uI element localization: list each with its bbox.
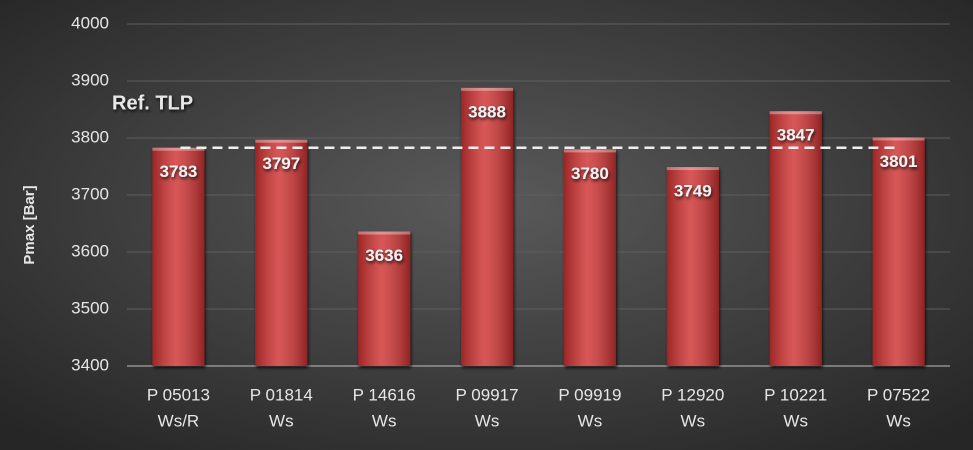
x-tick-label: P 09919 <box>558 385 621 404</box>
bar-top <box>769 111 822 115</box>
y-tick-label: 3400 <box>71 355 109 374</box>
x-tick-label: P 07522 <box>867 385 930 404</box>
bar-shine <box>563 149 616 366</box>
bar-top <box>563 149 616 153</box>
bar-top <box>152 147 205 151</box>
x-tick-label: Ws <box>681 411 706 430</box>
x-tick-label: P 12920 <box>661 385 724 404</box>
x-tick-label: P 01814 <box>250 385 313 404</box>
value-label: 3801 <box>880 152 918 171</box>
x-tick-label: Ws <box>475 411 500 430</box>
x-tick-label: Ws <box>783 411 808 430</box>
value-label: 3749 <box>674 182 712 201</box>
y-tick-label: 3700 <box>71 184 109 203</box>
y-tick-label: 4000 <box>71 13 109 32</box>
bar-shine <box>358 231 411 366</box>
bar-shine <box>666 167 719 366</box>
value-label: 3847 <box>777 126 815 145</box>
value-label: 3636 <box>365 246 403 265</box>
x-tick-label: P 09917 <box>456 385 519 404</box>
bar-shine <box>872 137 925 366</box>
y-tick-label: 3900 <box>71 70 109 89</box>
y-axis-label: Pmax [Bar] <box>21 185 38 264</box>
x-tick-label: P 14616 <box>353 385 416 404</box>
y-tick-label: 3500 <box>71 298 109 317</box>
y-tick-label: 3600 <box>71 241 109 260</box>
bar-top <box>461 87 514 91</box>
bar-shine <box>769 111 822 367</box>
value-label: 3888 <box>468 102 506 121</box>
x-tick-label: Ws <box>886 411 911 430</box>
bar-shine <box>255 139 308 366</box>
reference-label: Ref. TLP <box>112 92 193 114</box>
x-tick-label: P 10221 <box>764 385 827 404</box>
y-tick-label: 3800 <box>71 127 109 146</box>
bar-top <box>255 139 308 143</box>
x-tick-label: Ws <box>269 411 294 430</box>
x-tick-label: Ws/R <box>158 411 200 430</box>
value-label: 3783 <box>160 162 198 181</box>
value-label: 3797 <box>262 154 300 173</box>
value-label: 3780 <box>571 164 609 183</box>
bar-shine <box>152 147 205 366</box>
bar-top <box>872 137 925 141</box>
bar-shine <box>461 87 514 366</box>
x-tick-label: P 05013 <box>147 385 210 404</box>
bar-top <box>358 231 411 235</box>
bar-top <box>666 167 719 171</box>
x-tick-label: Ws <box>578 411 603 430</box>
x-tick-label: Ws <box>372 411 397 430</box>
